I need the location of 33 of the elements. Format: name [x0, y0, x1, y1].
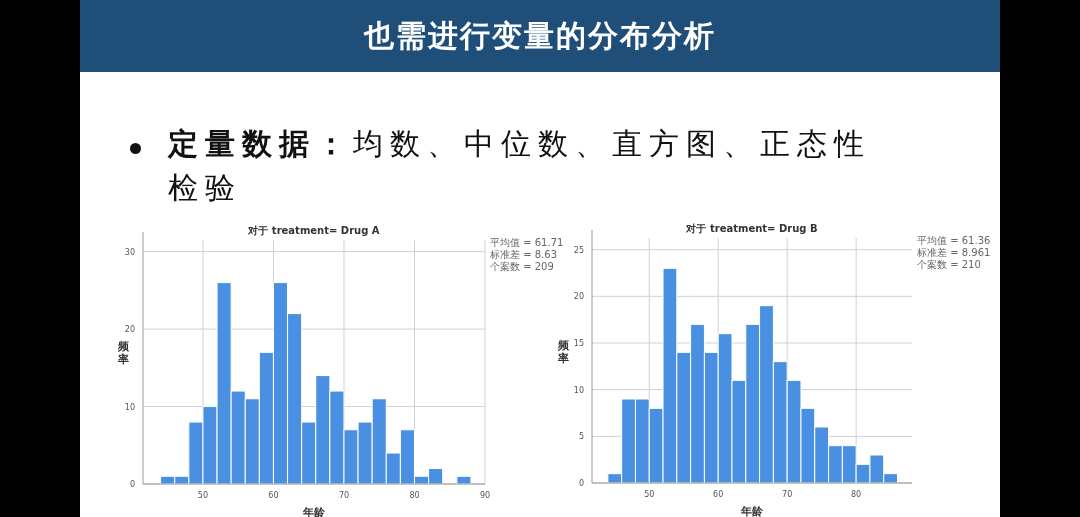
text: 平均值 = 61.36	[917, 235, 991, 246]
text: 个案数 = 209	[490, 261, 554, 272]
y-tick-label: 25	[573, 245, 584, 255]
y-axis-title: 频率	[117, 340, 130, 366]
y-tick-label: 15	[573, 339, 584, 348]
x-tick-label: 60	[268, 491, 279, 500]
text: 标准差 = 8.961	[916, 247, 991, 258]
y-tick-label: 10	[573, 385, 584, 395]
x-tick-label: 50	[197, 491, 209, 500]
x-axis-title: 年龄	[740, 505, 764, 517]
y-tick-label: 30	[124, 247, 135, 257]
text: 也需进行变量的分布分析	[80, 0, 1000, 72]
chart-title: 对于 treatment= Drug A	[247, 225, 380, 236]
y-axis-title: 频率	[557, 338, 570, 365]
chart-title: 对于 treatment= Drug B	[685, 223, 818, 234]
y-tick-label: 0	[578, 479, 584, 488]
y-tick-label: 20	[124, 325, 135, 335]
x-tick-label: 80	[851, 490, 862, 499]
x-tick-label: 70	[782, 490, 793, 499]
x-axis-title: 年龄	[302, 506, 326, 517]
y-tick-label: 0	[129, 480, 135, 489]
y-tick-label: 10	[124, 402, 135, 412]
text: 个案数 = 210	[917, 259, 981, 270]
text: 定量数据：均数、中位数、直方图、正态性检验	[168, 126, 871, 205]
y-tick-label: 20	[573, 292, 584, 302]
x-tick-label: 80	[409, 491, 420, 500]
text: 平均值 = 61.71	[490, 237, 564, 248]
x-tick-label: 90	[479, 491, 491, 500]
text: 标准差 = 8.63	[489, 249, 558, 260]
y-tick-label: 5	[578, 432, 584, 442]
x-tick-label: 70	[338, 491, 350, 500]
x-tick-label: 50	[644, 490, 655, 499]
x-tick-label: 60	[713, 490, 724, 499]
